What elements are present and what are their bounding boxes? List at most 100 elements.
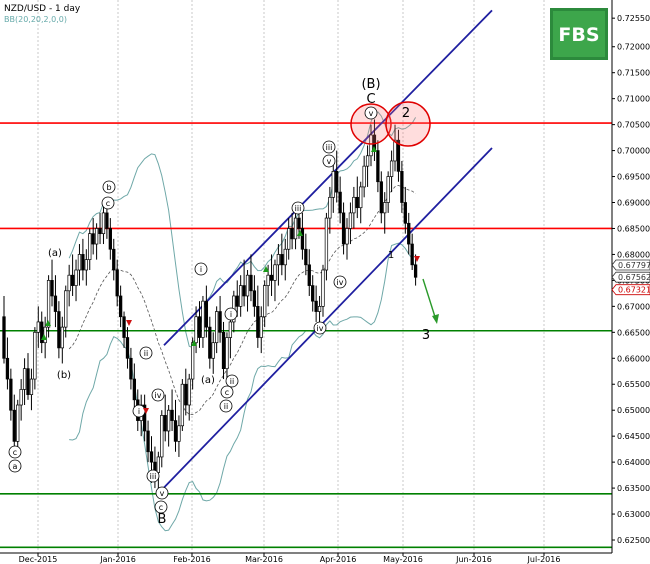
buy-signal-arrow xyxy=(297,230,303,236)
circled-label-ring xyxy=(220,385,234,399)
candle-body xyxy=(280,254,284,266)
candle-body xyxy=(331,171,335,198)
circled-label-text: iv xyxy=(155,391,162,400)
candle xyxy=(46,275,51,338)
candle-body xyxy=(355,196,359,209)
circled-label-text: v xyxy=(369,109,374,118)
circled-label-text: iii xyxy=(295,204,302,213)
circled-label-text: v xyxy=(160,489,165,498)
circled-label-text: i xyxy=(200,265,202,274)
candle xyxy=(208,316,212,369)
candle-body xyxy=(84,259,88,271)
candle-body xyxy=(338,191,342,214)
candle xyxy=(413,254,418,286)
candle-body xyxy=(324,217,329,271)
candle xyxy=(273,259,277,302)
candle-body xyxy=(245,274,250,297)
sell-signal-arrow xyxy=(414,256,420,262)
circled-label-text: i xyxy=(230,310,232,319)
candle xyxy=(338,176,342,224)
candle-body xyxy=(118,295,123,318)
projection-arrow-head xyxy=(432,314,439,324)
candle-body xyxy=(396,139,401,172)
candle-body xyxy=(170,409,174,421)
paren-wave-label: (b) xyxy=(57,370,71,381)
candle-body xyxy=(379,181,383,214)
candle xyxy=(242,259,246,307)
circled-wave-label: v xyxy=(364,106,378,120)
candle-body xyxy=(173,420,178,442)
circled-label-text: iii xyxy=(150,472,157,481)
circled-label-text: ii xyxy=(224,402,228,411)
y-tick-label: 0.65500 xyxy=(617,380,650,389)
candle-body xyxy=(163,415,167,432)
y-tick-label: 0.69500 xyxy=(617,173,650,182)
candle-body xyxy=(67,274,71,292)
circled-label-ring xyxy=(8,459,22,473)
candle-body xyxy=(19,389,23,406)
candle-body xyxy=(348,212,353,229)
candle-body xyxy=(287,228,291,250)
candle xyxy=(115,259,119,307)
candle xyxy=(362,155,366,198)
candle xyxy=(170,389,174,431)
candle-body xyxy=(74,269,78,286)
candle-body xyxy=(345,228,349,245)
candle-body xyxy=(328,196,332,219)
circled-label-text: c xyxy=(159,503,163,512)
circled-wave-label: ii xyxy=(219,399,233,413)
candle xyxy=(74,259,78,302)
circled-label-ring xyxy=(364,106,378,120)
y-tick-label: 0.67000 xyxy=(617,302,650,311)
candle-body xyxy=(365,155,370,167)
candle xyxy=(50,259,54,307)
candle xyxy=(400,160,404,213)
buy-signal-arrow xyxy=(45,320,51,326)
candle-body xyxy=(389,160,394,177)
candle xyxy=(129,347,133,390)
candle xyxy=(180,379,185,431)
candle-body xyxy=(26,368,30,395)
candle-body xyxy=(300,228,305,250)
circled-label-ring xyxy=(155,486,169,500)
candle xyxy=(33,327,37,390)
candle xyxy=(160,410,164,468)
candle-body xyxy=(386,176,390,203)
candle-body xyxy=(2,316,6,359)
candle xyxy=(259,306,263,354)
candle xyxy=(369,124,373,167)
circled-label-text: a xyxy=(13,462,18,471)
candle xyxy=(57,301,61,359)
candle-body xyxy=(297,217,301,229)
candle xyxy=(359,181,363,224)
candle-body xyxy=(341,212,346,245)
candle xyxy=(300,212,305,260)
channel-lower-line xyxy=(161,147,493,491)
candle-body xyxy=(184,383,188,406)
candle xyxy=(40,311,44,354)
wave-label: 1 xyxy=(388,250,394,261)
candle-body xyxy=(256,306,260,338)
candle xyxy=(376,140,380,193)
circled-label-text: i xyxy=(138,407,140,416)
candle xyxy=(331,160,335,213)
circled-label-ring xyxy=(102,180,116,194)
candle-body xyxy=(177,425,181,442)
circled-label-ring xyxy=(224,307,238,321)
candle xyxy=(118,285,123,328)
circled-wave-label: iii xyxy=(291,201,305,215)
candle xyxy=(379,171,383,224)
x-tick-label: Apr-2016 xyxy=(320,555,357,564)
candle-body xyxy=(307,264,311,286)
candle-body xyxy=(314,300,318,312)
candle-body xyxy=(221,331,226,370)
circled-wave-label: iv xyxy=(313,321,327,335)
candle-body xyxy=(129,357,133,380)
candle xyxy=(263,280,267,328)
candle-body xyxy=(160,415,164,458)
candle-body xyxy=(191,342,195,380)
candle-body xyxy=(88,233,92,260)
y-tick-label: 0.71000 xyxy=(617,95,650,104)
candle-body xyxy=(211,342,215,359)
candle xyxy=(252,275,257,317)
